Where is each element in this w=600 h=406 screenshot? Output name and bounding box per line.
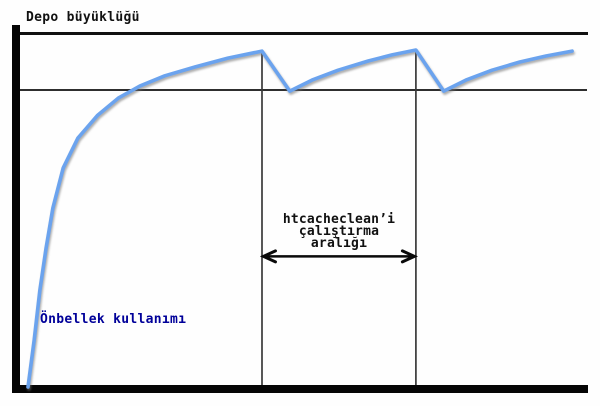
cache-usage-curve <box>26 48 574 389</box>
interval-annotation-line1: htcacheclean’i <box>282 212 396 227</box>
cache-usage-curve-group <box>26 48 574 389</box>
interval-annotation-line3: aralığı <box>310 236 368 251</box>
y-axis-bar <box>12 25 20 393</box>
series-label: Önbellek kullanımı <box>40 312 187 327</box>
interval-annotation: htcacheclean’i çalıştırma aralığı <box>262 212 416 251</box>
right-arrowhead-icon <box>400 249 418 264</box>
interval-annotation-line2: çalıştırma <box>298 224 380 239</box>
interval-arrow <box>259 249 418 264</box>
y-axis-title: Depo büyüklüğü <box>26 10 140 25</box>
x-axis-bar <box>12 385 588 393</box>
left-arrowhead-icon <box>259 249 277 264</box>
